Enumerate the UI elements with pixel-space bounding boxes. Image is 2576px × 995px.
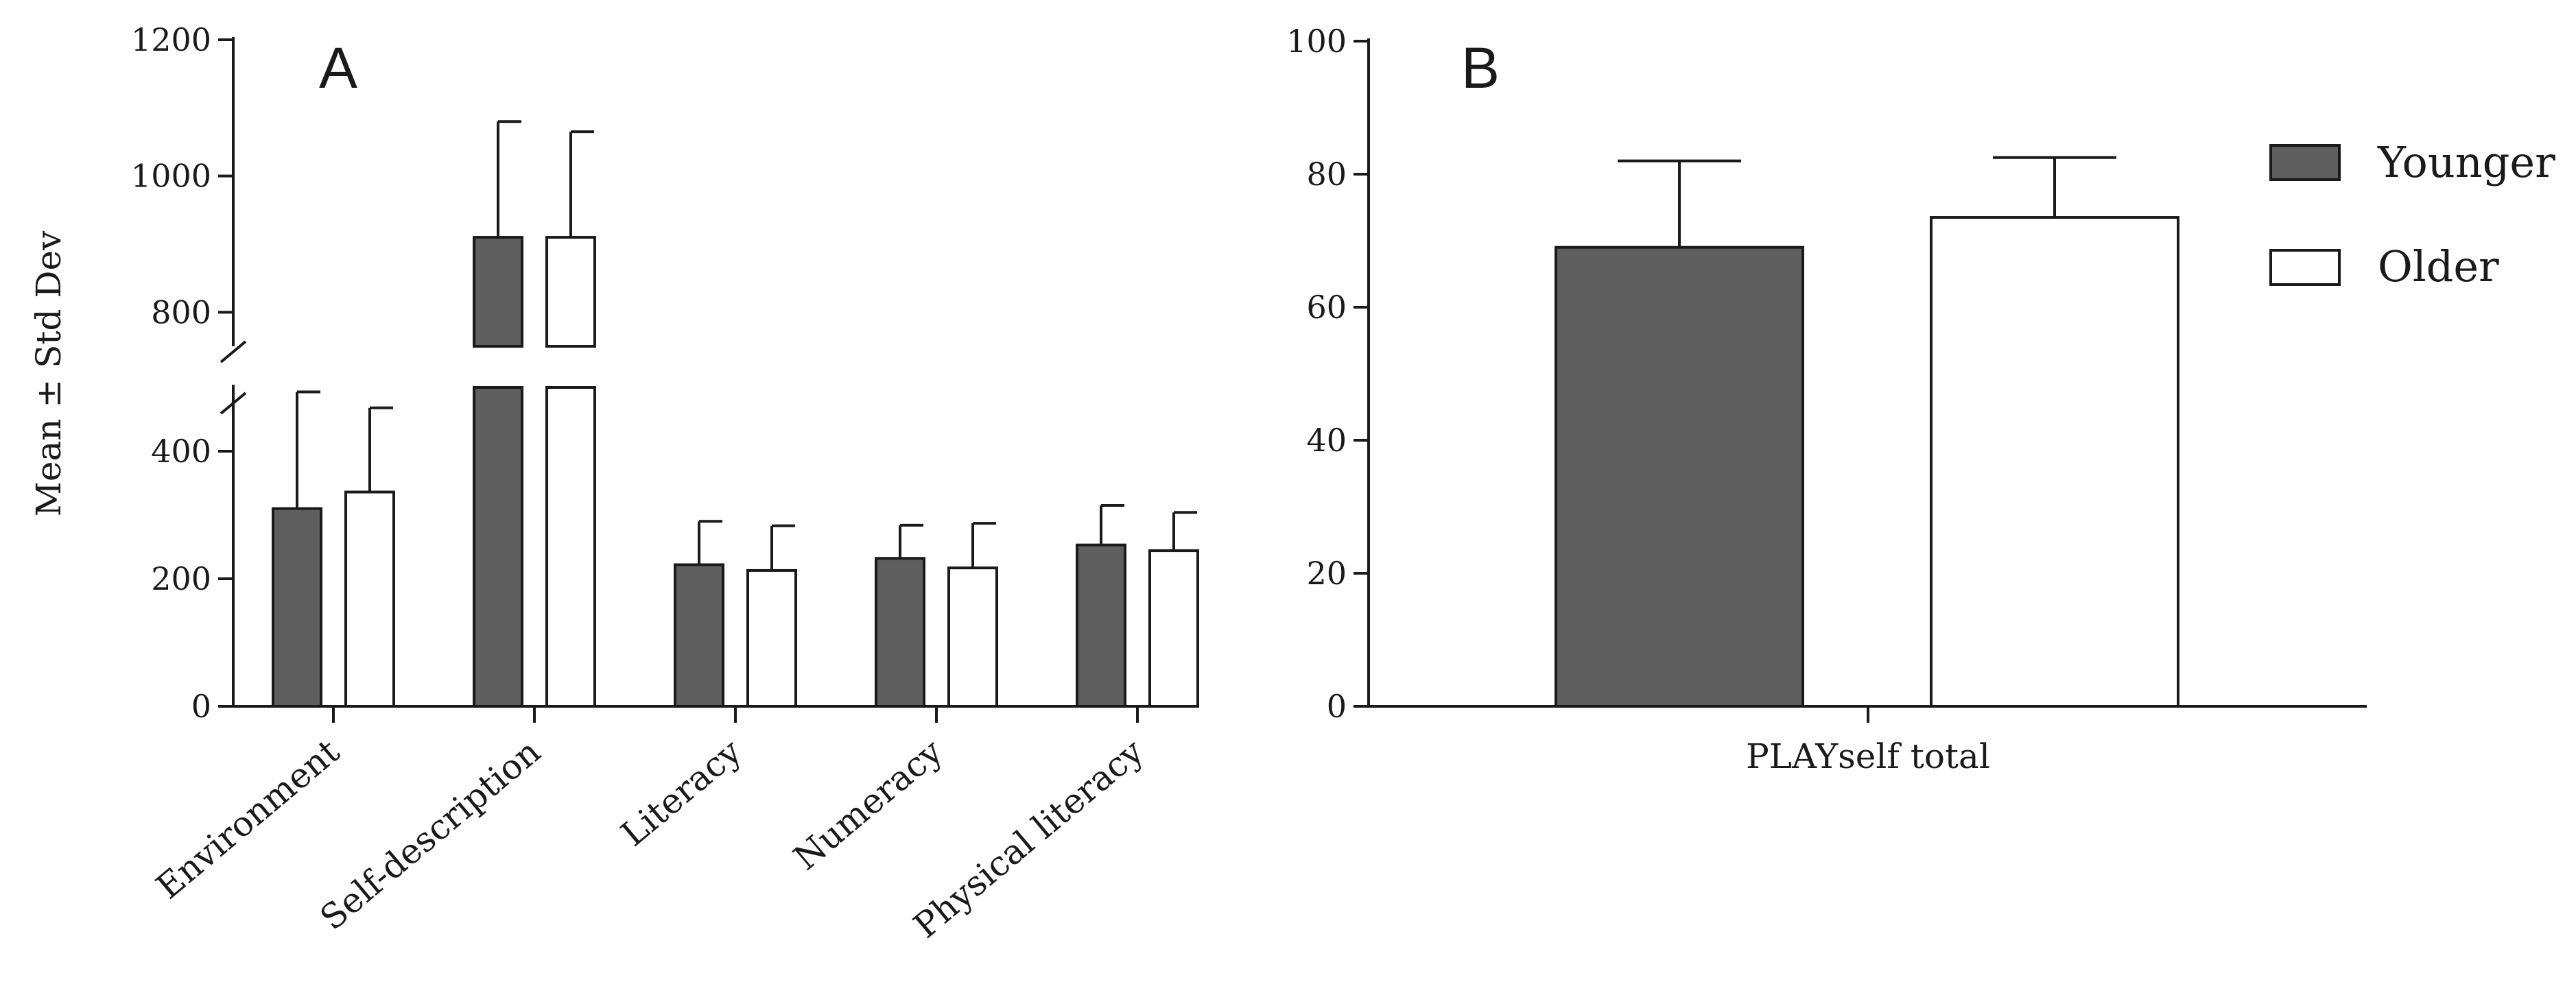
panel-b: 0 20 40 60 80 100 B PLAYself total (1286, 23, 2367, 776)
bar-a-physical-literacy-younger (1076, 543, 1126, 708)
panel-label-b: B (1461, 36, 1500, 100)
bar-a-self-description-older (545, 236, 596, 348)
bar-a-literacy-younger (674, 563, 724, 708)
legend-label-younger: Younger (2377, 137, 2555, 187)
x-tick-label-numeracy: Numeracy (786, 731, 950, 878)
y-tick-label: 400 (151, 433, 211, 470)
bar-a-literacy-older (746, 568, 797, 708)
bar-a-self-description-younger-lower (473, 386, 523, 708)
y-tick-label: 60 (1306, 289, 1347, 326)
panel-label-a: A (319, 36, 357, 100)
axis-break-gap (547, 348, 595, 392)
x-tick-label-playself-total: PLAYself total (1746, 736, 1990, 776)
bar-a-self-description-older-lower (545, 386, 596, 708)
axis-break-mark-lower (220, 392, 247, 415)
bar-a-physical-literacy-older (1148, 549, 1199, 708)
bar-b-younger (1555, 245, 1804, 708)
y-tick-label: 80 (1306, 156, 1347, 193)
axis-break-mark-upper (220, 340, 247, 363)
x-tick-label-environment: Environment (149, 732, 347, 907)
legend-swatch-younger (2269, 144, 2341, 181)
bar-a-numeracy-younger (875, 557, 925, 708)
y-tick-label: 20 (1306, 555, 1347, 592)
y-axis-title: Mean ± Std Dev (29, 230, 69, 516)
y-tick-label: 1000 (131, 158, 211, 195)
y-tick-label: 100 (1286, 23, 1347, 60)
x-tick-label-literacy: Literacy (613, 731, 749, 854)
y-tick-label: 0 (1327, 688, 1347, 725)
bar-a-numeracy-older (947, 566, 998, 708)
y-tick-label: 40 (1306, 422, 1347, 459)
y-tick-label: 800 (151, 293, 211, 331)
x-tick-label-self-description: Self-description (313, 732, 548, 938)
bar-a-environment-older (344, 490, 395, 708)
y-tick-label: 200 (151, 560, 211, 597)
legend-label-older: Older (2378, 241, 2499, 291)
legend: Younger Older (2269, 137, 2555, 291)
y-tick-label: 0 (191, 688, 211, 725)
axis-break-gap (474, 348, 522, 392)
panel-a: 0 200 400 800 1000 1200 Mean ± Std Dev A Environ… (29, 21, 1199, 946)
bar-b-older (1930, 216, 2179, 708)
y-tick-label: 1200 (131, 21, 211, 58)
legend-swatch-older (2269, 249, 2341, 286)
bar-a-environment-younger (272, 507, 322, 708)
bar-a-self-description-younger (473, 236, 523, 348)
